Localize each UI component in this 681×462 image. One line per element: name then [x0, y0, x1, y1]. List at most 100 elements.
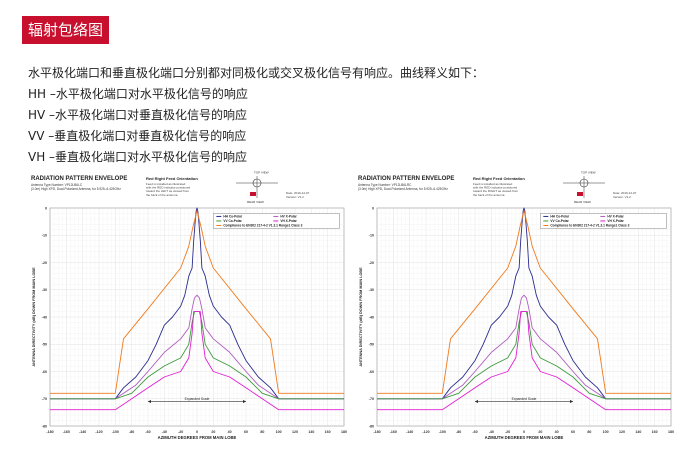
y-tick-label: -60: [369, 370, 374, 374]
feed-diagram-circle: [579, 178, 589, 188]
x-tick-label: 140: [308, 430, 314, 434]
legend-label: VV Co-Polar: [223, 219, 242, 223]
x-tick-label: -40: [489, 430, 494, 434]
expanded-scale-label: Expanded Scale: [185, 397, 210, 401]
x-tick-label: 120: [619, 430, 625, 434]
x-tick-label: -20: [505, 430, 510, 434]
red-indicator-icon: [577, 192, 583, 196]
x-tick-label: 120: [292, 430, 298, 434]
legend-line-vv: VV –垂直极化端口对垂直极化信号的响应: [28, 129, 247, 143]
y-tick-label: -30: [42, 288, 47, 292]
pattern-figure-right: RADIATION PATTERN ENVELOPE Antenna Type N…: [355, 170, 677, 458]
x-tick-label: 20: [211, 430, 215, 434]
series-line: [377, 311, 671, 411]
x-tick-label: 60: [571, 430, 575, 434]
antenna-desc-text: (3.0m) High XPD, Dual-Polarized Antenna,…: [31, 187, 121, 191]
x-tick-label: 0: [523, 430, 525, 434]
x-tick-label: -120: [95, 430, 102, 434]
legend-label: HV X-Polar: [607, 214, 624, 218]
x-tick-label: 180: [341, 430, 347, 434]
x-tick-label: -60: [145, 430, 150, 434]
orientation-note-line: Feed is installed as illustrated: [146, 182, 186, 186]
x-tick-label: 80: [260, 430, 264, 434]
section-header: 辐射包络图: [22, 16, 110, 44]
y-tick-label: -10: [42, 234, 47, 238]
x-tick-label: 80: [587, 430, 591, 434]
red-indicator-icon: [250, 192, 256, 196]
antenna-type-text: Antenna Type Number: VP12LB6LC: [31, 183, 83, 187]
x-tick-label: 100: [603, 430, 609, 434]
legend-label: HH Co-Polar: [223, 214, 243, 218]
y-tick-label: -20: [369, 261, 374, 265]
x-tick-label: -160: [390, 430, 397, 434]
y-tick-label: -40: [42, 315, 47, 319]
legend-line-hv: HV –水平极化端口对垂直极化信号的响应: [28, 108, 248, 122]
y-tick-label: 0: [372, 206, 374, 210]
x-tick-label: -80: [129, 430, 134, 434]
arrow-head-right-icon: [570, 399, 573, 404]
y-tick-label: -80: [42, 424, 47, 428]
legend-label: HV X-Polar: [280, 214, 297, 218]
series-line: [377, 210, 671, 394]
legend-label: VH X-Polar: [280, 219, 297, 223]
antenna-type-text: Antenna Type Number: VP12LB6LRC: [358, 183, 412, 187]
version-text: Version: V1.2: [613, 195, 631, 199]
series-line: [377, 207, 671, 400]
legend-label: VV Co-Polar: [550, 219, 569, 223]
series-line: [50, 311, 344, 411]
orientation-note-line: the back of the antenna: [473, 193, 505, 197]
diagram-bottom-label: REAR VIEW: [574, 200, 591, 204]
series-line: [50, 207, 344, 400]
x-tick-label: 60: [244, 430, 248, 434]
series-line: [50, 294, 344, 400]
legend-label: VH X-Polar: [607, 219, 624, 223]
date-text: Date: 2019-12-07: [286, 191, 310, 195]
x-tick-label: 0: [196, 430, 198, 434]
orientation-title: Red Right Feed Orientation: [473, 176, 525, 181]
legend-line-hh: HH –水平极化端口对水平极化信号的响应: [28, 87, 248, 101]
date-text: Date: 2019-12-07: [613, 191, 637, 195]
y-tick-label: -50: [369, 343, 374, 347]
x-tick-label: 100: [276, 430, 282, 434]
y-tick-label: -30: [369, 288, 374, 292]
y-tick-label: -10: [369, 234, 374, 238]
feed-diagram-circle: [252, 178, 262, 188]
pattern-figure-left: RADIATION PATTERN ENVELOPE Antenna Type N…: [28, 170, 350, 458]
orientation-note-line: with the RED indicator positioned: [473, 186, 518, 190]
legend-line-vh: VH –垂直极化端口对水平极化信号的响应: [28, 150, 248, 164]
legend-label: HH Co-Polar: [550, 214, 570, 218]
diagram-bottom-label: REAR VIEW: [247, 200, 264, 204]
x-tick-label: 140: [635, 430, 641, 434]
arrow-head-left-icon: [475, 399, 478, 404]
x-tick-label: -160: [63, 430, 70, 434]
series-line: [377, 294, 671, 400]
x-tick-label: 160: [652, 430, 658, 434]
arrow-head-left-icon: [148, 399, 151, 404]
x-tick-label: -60: [472, 430, 477, 434]
version-text: Version: V1.2: [286, 195, 304, 199]
x-tick-label: -180: [46, 430, 53, 434]
y-tick-label: -70: [42, 397, 47, 401]
y-tick-label: 0: [45, 206, 47, 210]
x-tick-label: -120: [422, 430, 429, 434]
y-tick-label: -20: [42, 261, 47, 265]
legend-label: Compliance to EN302 217-4-2 V1.3.1 Range…: [223, 223, 302, 227]
y-tick-label: -60: [42, 370, 47, 374]
x-tick-label: -80: [456, 430, 461, 434]
arrow-head-right-icon: [243, 399, 246, 404]
x-tick-label: 20: [538, 430, 542, 434]
x-tick-label: -40: [162, 430, 167, 434]
x-tick-label: 40: [555, 430, 559, 434]
expanded-scale-label: Expanded Scale: [512, 397, 537, 401]
diagram-top-label: TOP VIEW: [254, 171, 269, 175]
x-tick-label: -100: [439, 430, 446, 434]
series-line: [50, 210, 344, 394]
x-tick-label: -180: [373, 430, 380, 434]
y-tick-label: -50: [42, 343, 47, 347]
antenna-desc-text: (3.0m) High XPD, Dual-Polarized Antenna,…: [358, 187, 448, 191]
orientation-note-line: toward the LEFT as viewed from: [146, 189, 190, 193]
x-tick-label: 160: [325, 430, 331, 434]
orientation-note-line: toward the RIGHT as viewed from: [473, 189, 519, 193]
intro-line: 水平极化端口和垂直极化端口分别都对同极化或交叉极化信号有响应。曲线释义如下：: [28, 66, 485, 80]
